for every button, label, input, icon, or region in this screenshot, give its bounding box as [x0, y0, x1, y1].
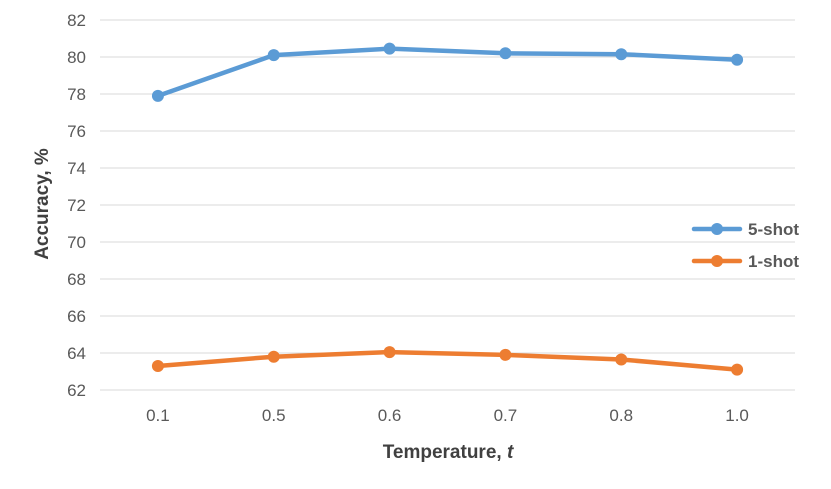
x-axis-title-text: Temperature,	[383, 442, 507, 463]
data-point-1-shot	[615, 353, 628, 366]
legend-item-5-shot: 5-shot	[691, 220, 799, 239]
y-tick-label: 82	[67, 11, 86, 30]
x-tick-label: 0.8	[609, 406, 633, 425]
data-point-1-shot	[731, 363, 744, 376]
legend-label: 1-shot	[748, 252, 799, 271]
gridlines	[100, 19, 795, 391]
y-axis-title: Accuracy, %	[32, 148, 53, 260]
y-axis-ticks: 62 64 66 68 70 72 74 76 78 80 82	[67, 11, 86, 400]
series-line-5-shot	[155, 46, 740, 99]
y-tick-label: 64	[67, 344, 86, 363]
x-axis-title: Temperature, t	[383, 442, 514, 463]
data-point-5-shot	[383, 42, 396, 55]
data-point-1-shot	[267, 350, 280, 363]
legend-label: 5-shot	[748, 220, 799, 239]
y-tick-label: 68	[67, 270, 86, 289]
x-axis-title-variable: t	[507, 442, 514, 463]
data-point-5-shot	[731, 53, 744, 66]
data-point-5-shot	[151, 89, 164, 102]
x-tick-label: 0.5	[262, 406, 286, 425]
series-5-shot	[151, 42, 744, 102]
y-tick-label: 78	[67, 85, 86, 104]
x-axis-ticks: 0.1 0.5 0.6 0.7 0.8 1.0	[146, 406, 749, 425]
legend-item-1-shot: 1-shot	[691, 252, 799, 271]
x-tick-label: 1.0	[725, 406, 749, 425]
data-point-1-shot	[383, 346, 396, 359]
y-tick-label: 72	[67, 196, 86, 215]
data-point-1-shot	[499, 348, 512, 361]
x-tick-label: 0.7	[494, 406, 518, 425]
y-tick-label: 66	[67, 307, 86, 326]
x-tick-label: 0.6	[378, 406, 402, 425]
y-tick-label: 76	[67, 122, 86, 141]
legend-swatch-marker	[711, 255, 723, 267]
y-tick-label: 62	[67, 381, 86, 400]
series-group	[151, 42, 744, 376]
series-1-shot	[151, 346, 744, 376]
y-tick-label: 74	[67, 159, 86, 178]
legend-swatch-marker	[711, 223, 723, 235]
y-tick-label: 80	[67, 48, 86, 67]
data-point-1-shot	[151, 359, 164, 372]
data-point-5-shot	[615, 48, 628, 61]
data-point-5-shot	[499, 47, 512, 60]
legend: 5-shot 1-shot	[691, 220, 799, 271]
series-line-1-shot	[155, 349, 740, 372]
y-tick-label: 70	[67, 233, 86, 252]
data-point-5-shot	[267, 49, 280, 62]
x-tick-label: 0.1	[146, 406, 170, 425]
